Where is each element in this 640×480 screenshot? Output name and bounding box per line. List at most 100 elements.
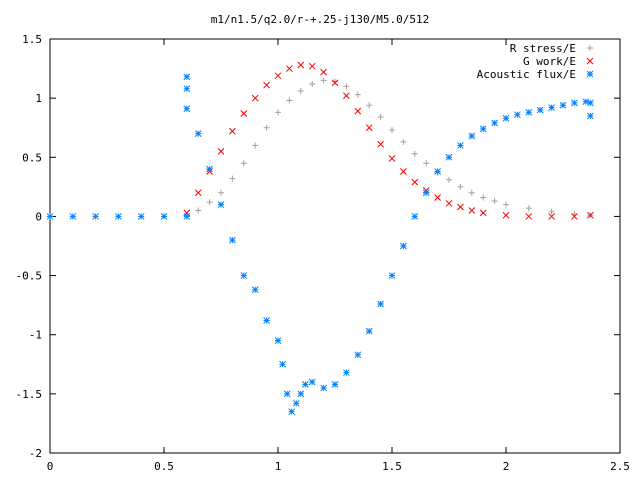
data-point xyxy=(468,207,476,214)
data-point xyxy=(571,213,578,220)
data-point xyxy=(331,79,339,87)
x-tick-label: 2.5 xyxy=(610,460,630,473)
data-point xyxy=(195,207,202,214)
data-point xyxy=(468,189,475,196)
data-point xyxy=(331,381,339,388)
data-point xyxy=(251,94,259,102)
data-point xyxy=(365,327,373,335)
data-point xyxy=(229,127,236,135)
data-point xyxy=(218,189,224,196)
data-point xyxy=(160,213,168,220)
y-tick-label: -1.5 xyxy=(16,388,43,401)
data-point xyxy=(587,99,594,107)
data-point xyxy=(297,390,305,398)
series-layer xyxy=(46,61,594,415)
data-point xyxy=(92,213,99,220)
data-point xyxy=(343,83,350,90)
data-point xyxy=(69,213,77,220)
data-point xyxy=(183,213,191,220)
data-point xyxy=(332,78,338,85)
data-point xyxy=(388,155,396,162)
legend-marker xyxy=(586,70,594,78)
y-tick-label: -0.5 xyxy=(16,270,43,283)
legend-label: G work/E xyxy=(523,55,576,68)
data-point xyxy=(251,286,259,294)
x-tick-label: 2 xyxy=(503,460,510,473)
data-point xyxy=(548,104,555,111)
data-point xyxy=(365,124,373,132)
data-point xyxy=(503,201,509,208)
data-point xyxy=(400,242,407,250)
data-point xyxy=(366,102,373,109)
data-point xyxy=(217,201,225,208)
data-point xyxy=(240,110,248,117)
data-point xyxy=(343,369,350,376)
x-axis: 0 0.5 1 1.5 2 2.5 xyxy=(47,39,630,473)
data-point xyxy=(240,272,248,279)
data-point xyxy=(400,168,407,175)
data-point xyxy=(274,72,282,80)
data-point xyxy=(183,105,191,113)
data-point xyxy=(194,189,202,197)
data-point xyxy=(320,384,327,392)
data-point xyxy=(206,165,213,173)
data-point xyxy=(479,209,487,217)
y-tick-label: 1 xyxy=(35,92,42,105)
series-1 xyxy=(183,77,594,220)
data-point xyxy=(457,142,464,149)
y-tick-label: -2 xyxy=(29,447,42,460)
series-2 xyxy=(183,61,594,220)
data-point xyxy=(302,381,309,388)
data-point xyxy=(308,378,316,386)
data-point xyxy=(457,183,464,190)
x-tick-label: 1 xyxy=(275,460,282,473)
data-point xyxy=(279,360,286,368)
legend-label: Acoustic flux/E xyxy=(477,68,576,81)
data-point xyxy=(411,178,419,186)
data-point xyxy=(194,130,202,137)
data-point xyxy=(434,194,441,201)
data-point xyxy=(343,92,350,100)
data-point xyxy=(286,97,293,104)
chart-title: m1/n1.5/q2.0/r-+.25-j130/M5.0/512 xyxy=(211,13,430,26)
data-point xyxy=(457,203,464,211)
data-point xyxy=(275,109,281,116)
data-point xyxy=(183,73,191,81)
plot-frame xyxy=(49,38,621,454)
data-point xyxy=(514,111,521,119)
data-point xyxy=(479,125,487,133)
data-point xyxy=(283,390,291,398)
data-point xyxy=(411,150,418,157)
data-point xyxy=(217,148,225,155)
data-point xyxy=(46,213,54,220)
data-point xyxy=(445,153,453,161)
data-point xyxy=(286,65,293,72)
data-point xyxy=(571,99,578,107)
y-tick-label: 0.5 xyxy=(22,151,42,164)
data-point xyxy=(423,160,430,167)
data-point xyxy=(468,132,476,140)
data-point xyxy=(480,194,487,201)
x-tick-label: 0 xyxy=(47,460,54,473)
data-point xyxy=(240,160,247,167)
data-point xyxy=(587,112,594,120)
data-point xyxy=(536,106,544,114)
data-point xyxy=(446,176,452,183)
data-point xyxy=(274,337,282,344)
data-point xyxy=(229,236,236,244)
legend-label: R stress/E xyxy=(510,42,576,55)
x-tick-label: 1.5 xyxy=(382,460,402,473)
y-tick-label: 1.5 xyxy=(22,33,42,46)
data-point xyxy=(525,108,533,116)
data-point xyxy=(252,142,259,149)
data-point xyxy=(377,300,384,308)
data-point xyxy=(582,98,590,106)
data-point xyxy=(411,213,419,220)
data-point xyxy=(400,138,407,145)
data-point xyxy=(206,199,213,206)
data-point xyxy=(354,91,361,98)
data-point xyxy=(548,208,555,215)
data-point xyxy=(422,189,430,197)
data-point xyxy=(559,101,567,109)
